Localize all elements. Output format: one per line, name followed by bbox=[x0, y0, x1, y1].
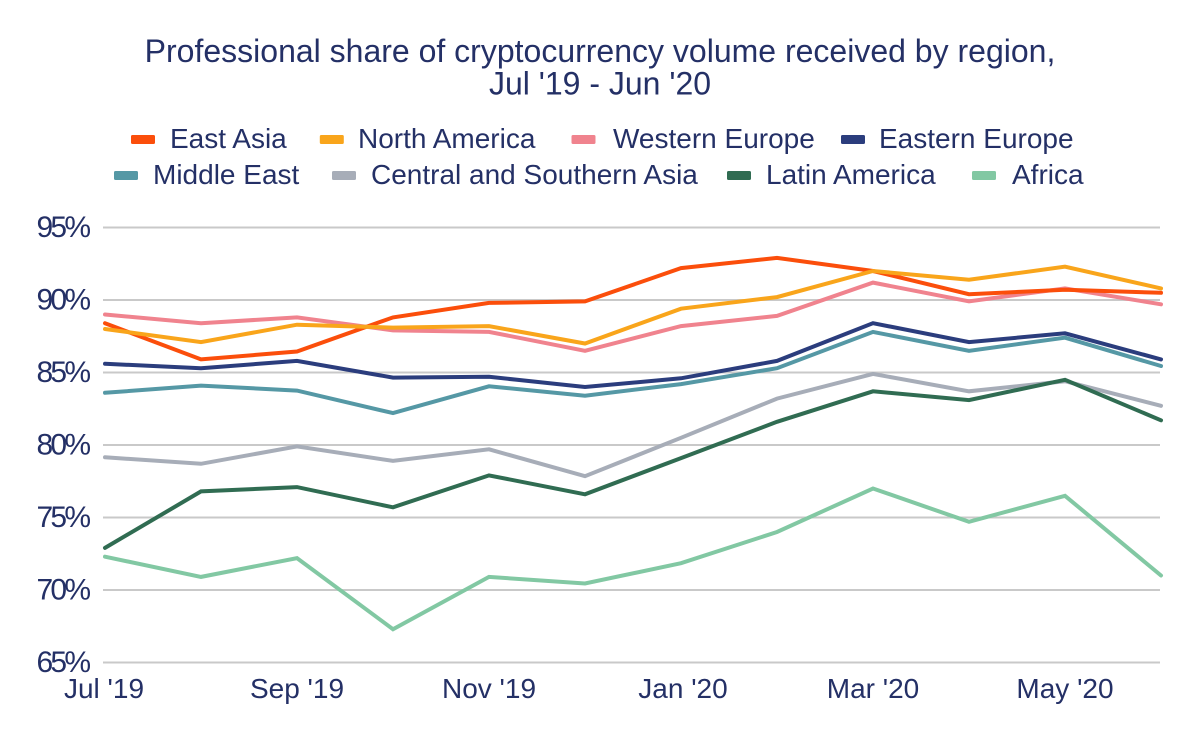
svg-text:Sep '19: Sep '19 bbox=[250, 673, 344, 704]
svg-text:East Asia: East Asia bbox=[170, 123, 287, 154]
svg-text:Jul '19 - Jun '20: Jul '19 - Jun '20 bbox=[489, 66, 711, 102]
svg-text:Africa: Africa bbox=[1012, 159, 1084, 190]
svg-text:90%: 90% bbox=[37, 284, 92, 317]
svg-text:Eastern Europe: Eastern Europe bbox=[879, 123, 1074, 154]
svg-text:North America: North America bbox=[358, 123, 536, 154]
svg-text:85%: 85% bbox=[37, 356, 92, 389]
svg-text:Central and Southern Asia: Central and Southern Asia bbox=[371, 159, 698, 190]
svg-text:70%: 70% bbox=[37, 574, 92, 607]
svg-text:Jan '20: Jan '20 bbox=[638, 673, 727, 704]
svg-text:65%: 65% bbox=[37, 646, 92, 679]
svg-text:Middle East: Middle East bbox=[153, 159, 300, 190]
svg-text:Nov '19: Nov '19 bbox=[442, 673, 536, 704]
svg-text:Jul '19: Jul '19 bbox=[64, 673, 144, 704]
svg-text:Western Europe: Western Europe bbox=[613, 123, 815, 154]
svg-text:May '20: May '20 bbox=[1016, 673, 1113, 704]
svg-text:75%: 75% bbox=[37, 501, 92, 534]
svg-text:95%: 95% bbox=[37, 211, 92, 244]
svg-text:Latin America: Latin America bbox=[766, 159, 936, 190]
svg-text:Mar '20: Mar '20 bbox=[827, 673, 920, 704]
svg-text:Professional share of cryptocu: Professional share of cryptocurrency vol… bbox=[145, 33, 1056, 69]
svg-text:80%: 80% bbox=[37, 429, 92, 462]
